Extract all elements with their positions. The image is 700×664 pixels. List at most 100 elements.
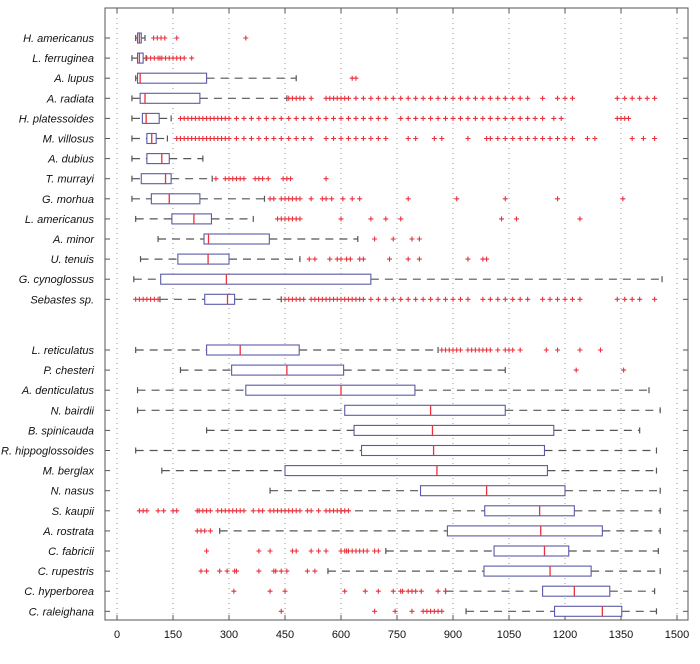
box-iqr: [204, 293, 236, 305]
outlier-point: [213, 176, 219, 182]
box-a-radiata: [131, 92, 658, 104]
outlier-point: [316, 548, 322, 554]
outlier-point: [517, 347, 523, 353]
outlier-point: [495, 347, 501, 353]
box-iqr: [493, 545, 570, 557]
y-tick-label: H. americanus: [23, 33, 94, 45]
box-a-dubius: [131, 153, 204, 165]
box-iqr: [231, 364, 345, 376]
outlier-point: [573, 367, 579, 373]
y-tick-label: Sebastes sp.: [30, 294, 94, 306]
box-iqr: [177, 253, 230, 265]
outlier-point: [383, 136, 389, 141]
outlier-point: [487, 95, 493, 101]
outlier-point: [271, 115, 277, 121]
x-tick-label: 0: [114, 629, 120, 641]
outlier-point: [340, 196, 346, 202]
y-tick-label: A. radiata: [46, 93, 94, 105]
outlier-point: [338, 256, 344, 262]
x-tick-label: 300: [220, 629, 238, 641]
outlier-point: [323, 196, 329, 202]
outlier-point: [416, 236, 422, 242]
outlier-point: [540, 95, 546, 101]
outlier-point: [465, 256, 471, 262]
outlier-point: [450, 115, 456, 121]
outlier-point: [297, 196, 303, 202]
outlier-point: [562, 296, 568, 302]
outlier-point: [233, 115, 239, 121]
y-tick-label: C. rupestris: [38, 566, 95, 578]
box-r-hippoglossoides: [135, 444, 658, 457]
outlier-point: [286, 136, 292, 141]
outlier-point: [428, 115, 434, 121]
outlier-point: [217, 568, 223, 574]
outlier-point: [558, 115, 564, 121]
box-iqr: [171, 213, 213, 225]
box-n-bairdii: [136, 404, 661, 416]
outlier-point: [431, 136, 437, 141]
outlier-point: [256, 548, 262, 554]
outlier-point: [543, 347, 549, 353]
outlier-point: [499, 216, 505, 222]
outlier-point: [278, 136, 284, 141]
box-h-platessoides: [131, 112, 631, 124]
outlier-point: [540, 136, 546, 141]
outlier-point: [502, 95, 508, 101]
y-tick-label: B. spinicauda: [28, 425, 94, 437]
outlier-point: [204, 568, 210, 574]
x-tick-label: 600: [332, 629, 350, 641]
outlier-point: [233, 568, 239, 574]
x-tick-label: 1200: [553, 629, 577, 641]
outlier-point: [375, 136, 381, 141]
outlier-point: [347, 256, 353, 262]
outlier-point: [248, 115, 254, 121]
outlier-point: [487, 347, 493, 353]
outlier-point: [273, 568, 279, 574]
box-a-rostrata: [194, 525, 661, 537]
outlier-point: [353, 136, 359, 141]
outlier-point: [487, 136, 493, 141]
outlier-point: [368, 296, 374, 302]
outlier-point: [174, 508, 180, 514]
outlier-point: [495, 95, 501, 101]
outlier-point: [555, 95, 561, 101]
outlier-point: [329, 196, 335, 202]
grid-lines: [116, 8, 678, 620]
outlier-point: [207, 508, 213, 514]
outlier-point: [614, 296, 620, 302]
outlier-point: [368, 216, 374, 222]
outlier-point: [629, 136, 635, 141]
box-iqr: [360, 444, 546, 457]
box-c-raleighana: [278, 605, 658, 617]
outlier-point: [308, 136, 314, 141]
box-n-nasus: [269, 485, 661, 497]
box-b-spinicauda: [206, 424, 641, 436]
box-l-americanus: [135, 213, 583, 225]
outlier-point: [278, 608, 284, 614]
outlier-point: [383, 95, 389, 101]
outlier-point: [540, 296, 546, 302]
outlier-point: [398, 296, 404, 302]
outlier-point: [487, 296, 493, 302]
box-u-tenuis: [139, 253, 490, 265]
outlier-point: [629, 95, 635, 101]
outlier-point: [435, 588, 441, 594]
outlier-point: [301, 136, 307, 141]
outlier-point: [189, 55, 195, 61]
outlier-point: [338, 216, 344, 222]
outlier-point: [375, 95, 381, 101]
box-iqr: [136, 72, 208, 84]
outlier-point: [510, 95, 516, 101]
outlier-point: [392, 608, 398, 614]
outlier-point: [405, 95, 411, 101]
outlier-point: [308, 508, 314, 514]
outlier-point: [241, 176, 247, 182]
outlier-point: [487, 115, 493, 121]
box-m-villosus: [131, 132, 658, 145]
outlier-point: [484, 256, 490, 262]
x-tick-label: 1500: [665, 629, 689, 641]
outlier-point: [457, 115, 463, 121]
outlier-point: [308, 115, 314, 121]
outlier-point: [450, 296, 456, 302]
